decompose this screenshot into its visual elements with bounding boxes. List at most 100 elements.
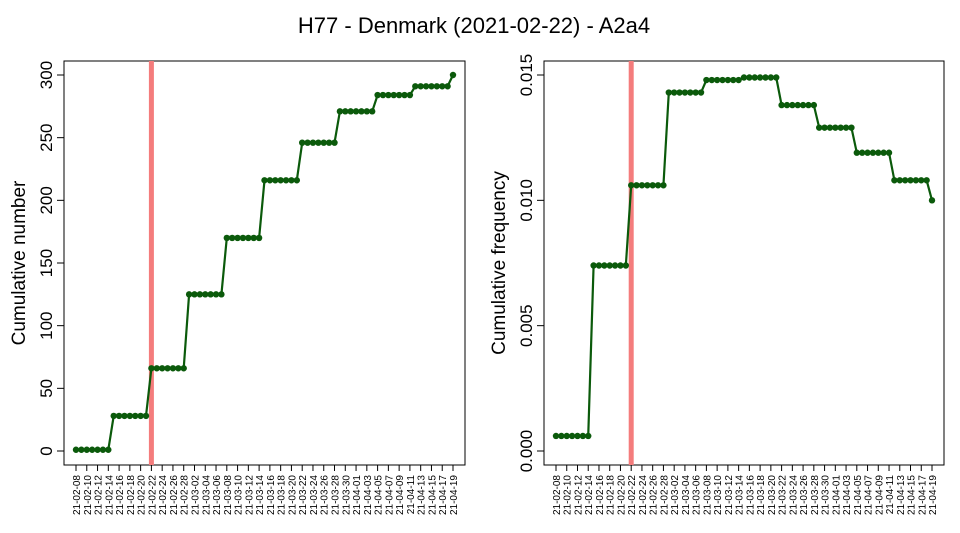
data-point: [401, 91, 408, 99]
left-chart-panel: 0 50 100 150 200 250 300 Cumulative number 21-02…: [9, 60, 466, 515]
x-tick-label: 21-04-15: [427, 475, 438, 515]
x-tick-label: 21-02-24: [158, 475, 169, 515]
x-tick-label: 21-04-07: [864, 475, 875, 515]
data-point: [837, 124, 844, 131]
x-tick-label: 21-02-14: [584, 475, 595, 515]
data-point: [907, 177, 914, 184]
data-point: [756, 74, 764, 81]
y-tick-label: 150: [37, 249, 56, 277]
data-point: [320, 139, 327, 146]
data-point: [724, 76, 732, 84]
data-point: [622, 262, 630, 269]
x-tick-label: 21-02-10: [563, 475, 574, 515]
data-point: [708, 76, 715, 84]
x-tick-label: 21-03-12: [724, 475, 735, 515]
data-point: [649, 182, 656, 189]
x-tick-label: 21-04-09: [874, 475, 885, 515]
data-point: [99, 446, 107, 453]
data-point: [422, 83, 430, 90]
data-point: [746, 74, 753, 81]
x-tick-label: 21-04-03: [842, 475, 853, 515]
x-tick-label: 21-03-20: [287, 475, 298, 515]
data-point: [896, 177, 903, 184]
x-tick-label: 21-02-28: [180, 475, 191, 515]
data-point: [428, 83, 435, 90]
x-tick-label: 21-02-16: [595, 475, 606, 515]
x-tick-label: 21-03-10: [234, 475, 245, 515]
data-point: [390, 91, 397, 99]
x-tick-label: 21-04-11: [885, 475, 896, 515]
x-tick-label: 21-03-02: [670, 475, 681, 515]
data-point: [115, 412, 123, 420]
data-point: [644, 182, 651, 189]
x-tick-label: 21-03-18: [277, 475, 288, 515]
y-tick-label: 0.005: [517, 304, 536, 347]
data-point: [901, 177, 909, 184]
data-point: [374, 91, 381, 99]
data-point: [444, 83, 451, 90]
x-tick-label: 21-03-28: [331, 475, 342, 515]
data-point: [595, 262, 603, 269]
x-tick-label: 21-03-14: [255, 475, 266, 515]
data-point: [347, 108, 354, 115]
x-tick-label: 21-04-03: [363, 475, 374, 515]
data-point: [272, 177, 279, 184]
data-point: [88, 446, 96, 453]
data-point: [449, 71, 457, 79]
data-point: [412, 83, 419, 90]
figure-title: H77 - Denmark (2021-02-22) - A2a4: [298, 13, 650, 38]
data-point: [767, 74, 775, 81]
data-point: [331, 139, 338, 146]
x-tick-label: 21-03-02: [190, 475, 201, 515]
data-point: [912, 177, 920, 184]
x-tick-label: 21-03-24: [788, 475, 799, 515]
y-axis-label: Cumulative frequency: [489, 171, 510, 355]
x-tick-label: 21-02-18: [606, 475, 617, 515]
data-point: [751, 74, 758, 81]
data-point: [83, 446, 90, 453]
data-point: [826, 124, 834, 131]
data-point: [180, 365, 187, 372]
data-point: [799, 101, 807, 109]
data-point: [810, 101, 818, 109]
data-point: [875, 149, 882, 156]
x-tick-label: 21-02-22: [147, 475, 158, 515]
data-point: [611, 262, 619, 269]
x-tick-label: 21-04-05: [853, 475, 864, 515]
data-point: [277, 177, 284, 184]
x-tick-label: 21-03-12: [244, 475, 255, 515]
data-point: [261, 177, 268, 184]
data-point: [175, 365, 182, 372]
data-point: [121, 412, 128, 420]
x-tick-label: 21-03-14: [735, 475, 746, 515]
data-point: [439, 83, 446, 90]
x-tick-label: 21-03-24: [309, 475, 320, 515]
data-point: [185, 291, 193, 298]
data-point: [266, 177, 274, 184]
x-tick-label: 21-03-06: [212, 475, 223, 515]
x-tick-label: 21-02-16: [115, 475, 126, 515]
data-point: [148, 365, 155, 372]
data-point: [336, 108, 344, 115]
x-tick-label: 21-02-24: [638, 475, 649, 515]
data-point: [585, 432, 592, 440]
data-point: [880, 149, 887, 156]
x-tick-label: 21-03-22: [298, 475, 309, 515]
data-point: [713, 76, 721, 84]
data-point: [633, 182, 640, 189]
data-point: [821, 124, 828, 131]
y-tick-label: 0.015: [517, 54, 536, 97]
right-chart-panel: 0.000 0.005 0.010 0.015 Cumulative frequency…: [489, 54, 945, 515]
data-point: [552, 432, 560, 440]
data-point: [385, 91, 392, 99]
x-tick-label: 21-02-28: [659, 475, 670, 515]
data-point: [687, 89, 694, 96]
x-tick-label: 21-04-17: [917, 475, 928, 515]
data-point: [363, 108, 371, 115]
x-tick-label: 21-04-05: [374, 475, 385, 515]
x-tick-label: 21-03-08: [702, 475, 713, 515]
data-point: [842, 124, 850, 131]
data-point: [789, 101, 796, 109]
y-tick-label: 0: [37, 446, 56, 455]
data-point: [105, 446, 112, 453]
